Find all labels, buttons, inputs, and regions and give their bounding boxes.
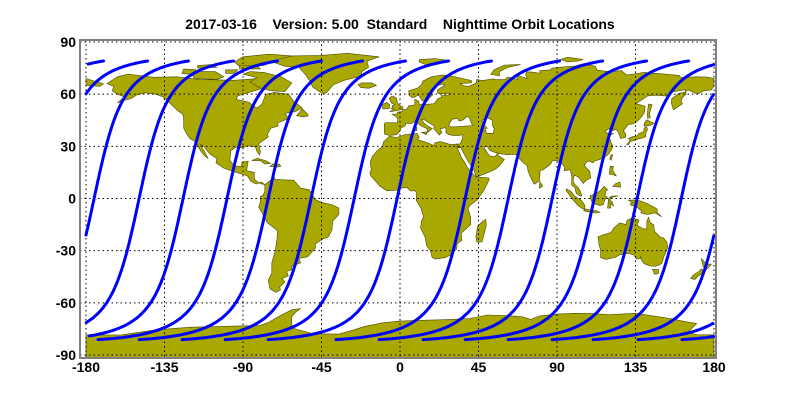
x-tick-label: -45	[311, 359, 331, 375]
land-mass	[181, 68, 197, 75]
land-mass	[106, 73, 303, 185]
y-tick-label: 60	[60, 86, 76, 102]
orbit-track	[223, 59, 451, 342]
land-mass	[475, 218, 487, 243]
orbit-track	[180, 59, 407, 342]
orbit-track	[266, 59, 493, 342]
orbit-track	[463, 59, 691, 342]
land-mass	[608, 166, 618, 177]
orbit-track	[86, 59, 716, 342]
land-mass	[357, 82, 378, 89]
land-mass	[607, 195, 619, 209]
land-mass	[651, 268, 660, 275]
land-mass	[296, 108, 309, 118]
land-mass	[559, 56, 584, 63]
y-tick-label: -30	[56, 243, 76, 259]
y-tick-label: -60	[56, 295, 76, 311]
land-mass	[383, 63, 715, 197]
x-tick-label: 90	[549, 359, 565, 375]
land-mass	[643, 119, 655, 127]
y-tick-label: -90	[56, 347, 76, 363]
land-mass	[626, 126, 648, 145]
x-tick-label: 45	[471, 359, 487, 375]
orbit-track	[84, 59, 715, 342]
y-tick-label: 30	[60, 138, 76, 154]
orbit-track	[421, 59, 649, 342]
map-title: 2017-03-16 Version: 5.00 Standard Nightt…	[185, 16, 615, 32]
x-tick-label: -180	[72, 359, 100, 375]
orbit-track	[84, 59, 716, 342]
y-tick-label: 90	[60, 34, 76, 50]
orbit-track	[377, 59, 605, 342]
orbit-track	[96, 59, 323, 342]
x-tick-label: -135	[150, 359, 178, 375]
land-mass	[420, 131, 428, 136]
orbit-track	[334, 59, 562, 342]
land-mass	[225, 69, 239, 74]
x-tick-label: -90	[233, 359, 253, 375]
land-mass	[490, 64, 521, 77]
land-mass	[647, 103, 653, 119]
x-tick-label: 0	[396, 359, 404, 375]
land-mass	[612, 181, 622, 188]
orbit-tracks	[84, 59, 716, 342]
orbit-track	[137, 59, 365, 342]
orbit-track	[87, 59, 716, 342]
land-mass	[382, 101, 390, 110]
orbit-track	[84, 59, 715, 342]
x-tick-label: 180	[702, 359, 726, 375]
tick-labels: -180 -135 -90 -45 0 45 90 135 180 90 60 30 0 -30 -60 -9…	[56, 34, 726, 375]
x-tick-label: 135	[624, 359, 648, 375]
land-mass	[609, 154, 614, 161]
land-mass	[538, 180, 544, 189]
land-mass	[241, 71, 293, 92]
y-tick-label: 0	[68, 191, 76, 207]
plot-frame	[79, 39, 717, 359]
land-mass	[251, 157, 272, 165]
inland-sea	[448, 116, 473, 128]
land-mass	[258, 177, 340, 293]
land-mass	[388, 96, 404, 112]
